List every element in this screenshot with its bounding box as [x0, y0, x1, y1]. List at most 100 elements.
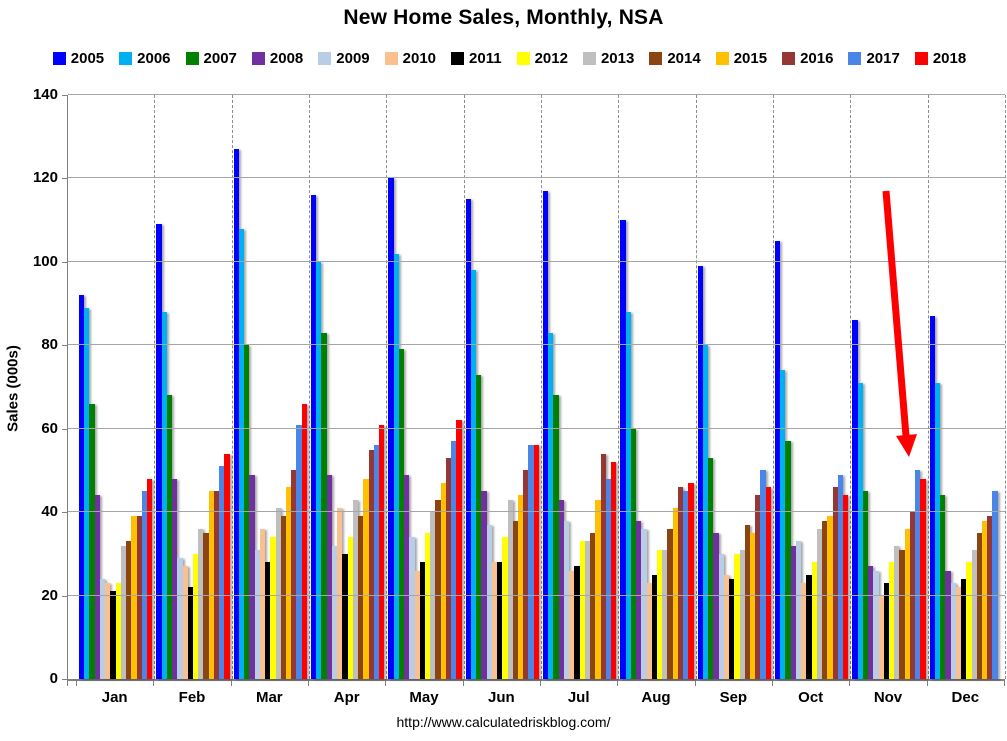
bar-2016-nov — [909, 512, 916, 679]
gridline-y-80 — [68, 344, 1005, 346]
gridline-y-140 — [68, 94, 1005, 95]
bar-2014-aug — [667, 528, 673, 679]
x-tick-mark — [772, 681, 773, 686]
legend-swatch-2010 — [384, 51, 398, 65]
bar-2008-feb — [172, 478, 178, 679]
bar-2014-nov — [899, 549, 905, 679]
bar-2016-jan — [136, 516, 142, 679]
y-tick-mark-100 — [62, 261, 67, 263]
month-separator — [773, 95, 774, 679]
bar-2015-jun — [518, 495, 524, 679]
legend-swatch-2014 — [649, 51, 663, 65]
legend-label-2012: 2012 — [534, 49, 568, 67]
legend-label-2018: 2018 — [932, 49, 967, 67]
bar-2018-apr — [379, 424, 385, 679]
bar-2005-jul — [543, 190, 549, 679]
month-group-jun — [464, 95, 541, 679]
bar-2013-may — [430, 512, 436, 679]
bar-2007-nov — [862, 491, 869, 679]
bar-2008-apr — [326, 474, 332, 679]
bar-2012-sep — [734, 553, 740, 679]
bar-2008-mar — [249, 474, 255, 679]
legend-swatch-2006 — [119, 51, 133, 65]
bar-2013-dec — [971, 549, 977, 679]
bar-2007-may — [398, 349, 405, 679]
month-separator — [154, 95, 156, 679]
x-tick-mark — [540, 681, 541, 686]
x-axis-label-oct: Oct — [798, 689, 824, 706]
bar-2016-apr — [368, 449, 374, 679]
bar-2016-may — [445, 457, 452, 679]
month-separator — [1005, 95, 1006, 679]
bar-2016-dec — [987, 516, 993, 679]
bar-2010-oct — [801, 583, 807, 679]
bar-2012-oct — [811, 562, 817, 679]
bar-2018-jan — [147, 478, 153, 679]
bar-2005-apr — [311, 195, 317, 679]
bar-2006-nov — [857, 382, 863, 679]
y-tick-label-20: 20 — [41, 586, 58, 604]
bar-2017-jun — [528, 445, 534, 679]
bar-2008-dec — [945, 570, 951, 679]
bar-2010-dec — [955, 587, 962, 679]
bar-2016-sep — [755, 495, 761, 679]
bar-2015-oct — [827, 516, 833, 679]
month-separator — [463, 95, 465, 679]
bar-2006-jan — [84, 307, 90, 679]
bars-region — [77, 95, 1006, 679]
bar-2016-jul — [600, 453, 606, 679]
x-axis-label-apr: Apr — [333, 689, 360, 706]
month-group-dec — [928, 95, 1005, 679]
bar-2013-jul — [584, 541, 591, 679]
x-tick-mark — [385, 681, 387, 686]
legend-item-2010: 2010 — [384, 50, 436, 67]
legend-label-2005: 2005 — [70, 49, 105, 67]
legend-swatch-2008 — [251, 51, 265, 65]
bar-2006-may — [393, 253, 399, 679]
legend-label-2015: 2015 — [733, 49, 768, 67]
bar-2015-dec — [982, 520, 988, 679]
bar-2018-aug — [688, 482, 694, 679]
bar-2005-feb — [156, 224, 162, 679]
bar-2014-mar — [280, 516, 286, 679]
bar-2014-sep — [744, 524, 750, 679]
bar-2009-sep — [718, 553, 724, 679]
bar-2012-jul — [579, 541, 585, 679]
bar-2005-may — [388, 178, 394, 679]
bar-2012-may — [424, 533, 431, 679]
bar-2018-jul — [611, 462, 617, 679]
bar-2015-sep — [750, 533, 756, 679]
bar-2011-jan — [110, 591, 116, 679]
bar-2005-nov — [852, 320, 858, 679]
bar-2010-aug — [646, 583, 652, 679]
bar-2015-may — [440, 482, 446, 679]
bar-2012-nov — [888, 562, 895, 679]
bar-2010-apr — [337, 507, 343, 679]
y-tick-label-140: 140 — [32, 86, 58, 103]
bar-2006-oct — [780, 370, 786, 679]
x-tick-mark — [76, 681, 77, 686]
y-tick-label-100: 100 — [32, 252, 58, 270]
legend-item-2008: 2008 — [251, 50, 303, 67]
bar-2015-apr — [363, 478, 369, 679]
x-axis-label-mar: Mar — [255, 689, 283, 706]
y-tick-mark-120 — [62, 178, 67, 180]
bar-2014-jan — [126, 541, 132, 679]
bar-2009-dec — [950, 583, 956, 679]
legend-swatch-2018 — [914, 51, 928, 65]
bar-2005-sep — [697, 266, 703, 679]
bar-2016-oct — [832, 487, 838, 679]
bar-2016-jun — [523, 470, 529, 679]
bar-2013-feb — [198, 528, 204, 679]
bar-2012-apr — [347, 537, 353, 679]
month-group-oct — [773, 95, 850, 679]
x-tick-mark — [617, 681, 619, 686]
bar-2013-oct — [816, 528, 823, 679]
bar-2011-jun — [497, 562, 503, 679]
bar-2014-feb — [203, 533, 209, 679]
month-separator — [850, 95, 852, 679]
legend-item-2009: 2009 — [318, 50, 370, 67]
legend-item-2011: 2011 — [451, 50, 502, 67]
x-tick-mark — [462, 681, 464, 686]
legend-label-2007: 2007 — [203, 49, 237, 67]
